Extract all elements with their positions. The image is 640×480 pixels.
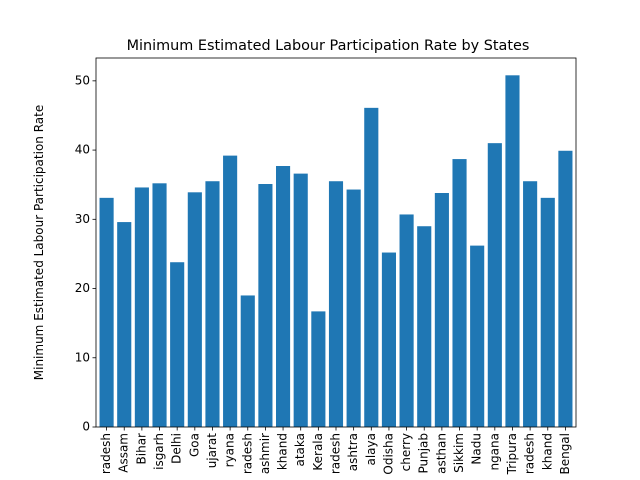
y-tick-label: 10 [75, 350, 90, 364]
x-tick-label: alaya [364, 433, 378, 466]
bar [117, 222, 132, 427]
bar [523, 181, 538, 427]
bar [434, 193, 449, 427]
bar [311, 311, 326, 427]
x-tick-label: Punjab [417, 433, 431, 474]
x-tick-label: Sikkim [452, 433, 466, 473]
x-tick-label: ashtra [346, 433, 360, 471]
x-tick-label: cherry [399, 433, 413, 471]
bar [346, 189, 361, 427]
x-tick-label: Goa [187, 433, 201, 457]
bar [328, 181, 344, 427]
x-tick-label: radesh [329, 433, 343, 474]
x-tick-label: asthan [434, 433, 448, 474]
bar [276, 166, 291, 427]
x-tick-label: khand [540, 433, 554, 470]
x-tick-label: Bihar [134, 433, 148, 465]
x-tick-label: ujarat [205, 433, 219, 469]
bar [452, 159, 467, 428]
y-tick-label: 0 [82, 420, 90, 434]
bar [170, 262, 185, 427]
bar [187, 192, 202, 427]
chart-title: Minimum Estimated Labour Participation R… [127, 38, 530, 54]
bar [134, 187, 149, 427]
x-tick-label: Odisha [381, 433, 395, 475]
bar [258, 184, 273, 427]
bar [364, 107, 379, 427]
bar [470, 245, 485, 427]
x-tick-label: Tripura [505, 433, 519, 475]
bar [205, 181, 220, 427]
bar [558, 150, 573, 427]
y-tick-label: 40 [75, 143, 90, 157]
x-tick-label: radesh [523, 433, 537, 474]
bar [540, 197, 555, 427]
x-tick-label: Assam [117, 433, 131, 473]
bar [399, 214, 414, 427]
bar [152, 183, 167, 427]
x-tick-label: radesh [99, 433, 113, 474]
x-tick-label: ashmir [258, 433, 272, 474]
x-tick-label: khand [276, 433, 290, 470]
bar [293, 173, 308, 427]
x-tick-label: Kerala [311, 433, 325, 471]
bar [223, 155, 238, 427]
bar [505, 75, 520, 428]
x-tick-label: ataka [293, 433, 307, 467]
bar [99, 197, 114, 427]
bar [487, 143, 502, 427]
y-tick-label: 50 [75, 73, 90, 87]
y-tick-label: 30 [75, 212, 90, 226]
y-tick-label: 20 [75, 281, 90, 295]
x-tick-label: radesh [240, 433, 254, 474]
x-tick-label: Delhi [170, 433, 184, 464]
x-tick-label: isgarh [152, 433, 166, 470]
bar [417, 226, 432, 427]
x-tick-label: ryana [223, 433, 237, 467]
x-tick-label: Nadu [470, 433, 484, 465]
plot-frame [95, 57, 577, 428]
x-tick-label: Bengal [558, 433, 572, 475]
bar [240, 295, 255, 427]
x-tick-label: ngana [487, 433, 501, 471]
bar [381, 252, 396, 427]
y-axis-label: Minimum Estimated Labour Participation R… [32, 105, 46, 380]
